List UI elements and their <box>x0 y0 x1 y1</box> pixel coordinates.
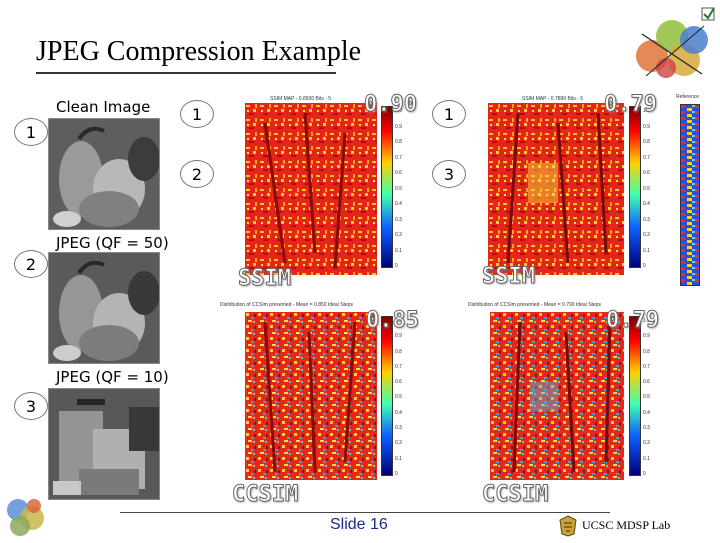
ssim-box-2: 2 <box>180 160 214 188</box>
bubble-logo-icon <box>4 496 48 538</box>
jpeg10-label: JPEG (QF = 10) <box>56 368 169 386</box>
ssim-map-caption-left: SSIM MAP - 0.8930 Bits - 5 <box>270 96 332 102</box>
reference-strip <box>680 104 700 286</box>
slide-title: JPEG Compression Example <box>36 36 362 67</box>
lab-crest-icon <box>556 514 580 538</box>
colorbar-left-bottom-ticks: 1.0 0.9 0.8 0.7 0.6 0.5 0.4 0.3 0.2 0.1 0 <box>395 318 402 477</box>
colorbar-left-bottom <box>381 316 393 476</box>
colorbar-left-top <box>381 106 393 268</box>
jpeg10-pepper-image <box>48 388 160 500</box>
row-number-3: 3 <box>14 392 48 420</box>
ccsim-label-right: CCSIM <box>481 482 549 508</box>
ssim-box-1b: 1 <box>432 100 466 128</box>
logo-venn-icon <box>622 6 718 88</box>
ssim-map-left <box>245 103 377 275</box>
row-number-1: 1 <box>14 118 48 146</box>
ssim-box-3: 3 <box>432 160 466 188</box>
colorbar-left-top-ticks: 1.0 0.9 0.8 0.7 0.6 0.5 0.4 0.3 0.2 0.1 0 <box>395 108 402 269</box>
lab-name: UCSC MDSP Lab <box>582 518 671 532</box>
footer-rule <box>120 512 610 513</box>
colorbar-right-bottom <box>629 316 641 476</box>
row-number-2: 2 <box>14 250 48 278</box>
strip-caption: Reference <box>676 94 700 100</box>
ssim-map-right <box>488 103 624 275</box>
ssim-box-1: 1 <box>180 100 214 128</box>
colorbar-right-bottom-ticks: 1.0 0.9 0.8 0.7 0.6 0.5 0.4 0.3 0.2 0.1 0 <box>643 318 650 477</box>
colorbar-right-top-ticks: 1.0 0.9 0.8 0.7 0.6 0.5 0.4 0.3 0.2 0.1 0 <box>643 108 650 269</box>
jpeg50-pepper-image <box>48 252 160 364</box>
ssim-label-right: SSIM <box>482 264 536 290</box>
ssim-value-left: 0.90 <box>364 92 418 118</box>
jpeg50-label: JPEG (QF = 50) <box>56 234 169 252</box>
ccsim-map-caption-right: Distribution of CCSim presented - Mean =… <box>468 302 601 308</box>
ssim-value-right: 0.79 <box>604 92 658 118</box>
ccsim-map-right <box>490 312 624 480</box>
ssim-label-left: SSIM <box>238 266 292 292</box>
ccsim-value-left: 0.85 <box>366 308 420 334</box>
ccsim-map-caption-left: Distribution of CCSim presented - Mean =… <box>220 302 353 308</box>
clean-pepper-image <box>48 118 160 230</box>
ssim-map-caption-right: SSIM MAP - 0.7890 Bits - 5 <box>522 96 584 102</box>
colorbar-right-top <box>629 106 641 268</box>
ccsim-map-left <box>245 312 377 480</box>
ccsim-value-right: 0.79 <box>606 308 660 334</box>
clean-image-label: Clean Image <box>56 98 151 116</box>
slide-number: Slide 16 <box>330 516 388 533</box>
ccsim-label-left: CCSIM <box>231 482 299 508</box>
title-underline <box>36 72 336 74</box>
